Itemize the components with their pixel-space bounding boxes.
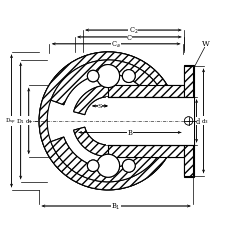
Polygon shape <box>39 53 175 190</box>
Polygon shape <box>73 86 142 115</box>
Circle shape <box>96 65 119 88</box>
FancyBboxPatch shape <box>108 86 183 97</box>
Text: D$_{sp}$: D$_{sp}$ <box>5 116 16 126</box>
FancyBboxPatch shape <box>108 145 183 157</box>
Circle shape <box>87 71 98 82</box>
Text: d: d <box>195 117 199 125</box>
Polygon shape <box>51 137 165 182</box>
Circle shape <box>87 160 98 172</box>
Text: D$_1$: D$_1$ <box>16 117 25 126</box>
Circle shape <box>87 71 98 82</box>
Polygon shape <box>51 61 165 105</box>
Polygon shape <box>39 53 176 190</box>
Circle shape <box>122 160 135 172</box>
Text: C$_a$: C$_a$ <box>111 40 120 50</box>
Polygon shape <box>51 137 165 182</box>
Text: C: C <box>126 34 131 42</box>
Circle shape <box>96 155 119 177</box>
Circle shape <box>87 160 98 172</box>
FancyBboxPatch shape <box>108 145 183 157</box>
FancyBboxPatch shape <box>108 86 183 97</box>
Text: B$_1$: B$_1$ <box>111 201 120 211</box>
Circle shape <box>96 155 119 177</box>
Polygon shape <box>73 128 142 157</box>
Text: C$_2$: C$_2$ <box>128 26 138 36</box>
Text: S: S <box>97 104 102 109</box>
Polygon shape <box>51 61 165 105</box>
Circle shape <box>47 61 168 182</box>
Circle shape <box>96 65 119 88</box>
FancyBboxPatch shape <box>105 98 192 145</box>
Text: B: B <box>127 129 132 137</box>
Text: W: W <box>201 40 209 47</box>
FancyBboxPatch shape <box>183 67 192 176</box>
Polygon shape <box>73 86 142 115</box>
Polygon shape <box>73 128 142 157</box>
FancyBboxPatch shape <box>108 97 194 145</box>
Circle shape <box>184 117 192 125</box>
Circle shape <box>122 70 135 83</box>
Circle shape <box>122 160 135 172</box>
FancyBboxPatch shape <box>183 65 194 177</box>
Text: d$_1$: d$_1$ <box>25 117 33 126</box>
Circle shape <box>122 70 135 83</box>
Circle shape <box>184 117 192 125</box>
Text: d$_3$: d$_3$ <box>200 117 208 126</box>
